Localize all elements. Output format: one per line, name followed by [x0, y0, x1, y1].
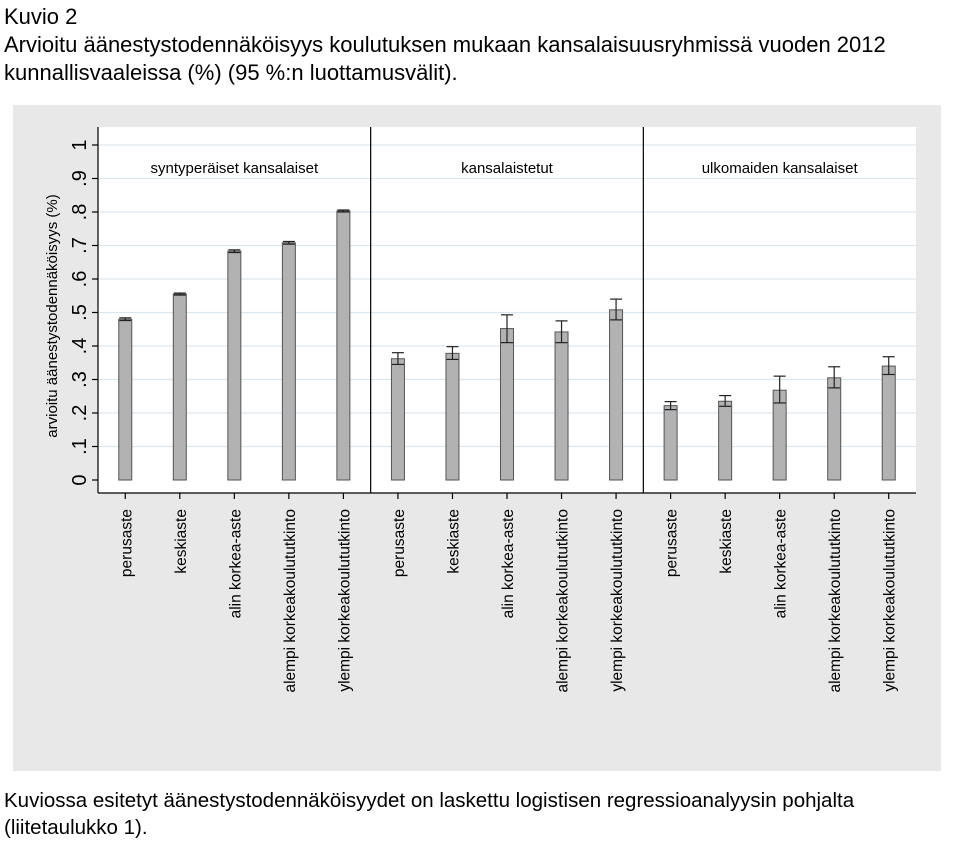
bar — [281, 242, 296, 481]
y-tick-label: .4 — [69, 338, 91, 355]
figure-label: Kuvio 2 — [4, 4, 78, 29]
bar — [772, 389, 787, 481]
y-tick-label: 1 — [69, 139, 91, 150]
y-tick-label: .3 — [69, 371, 91, 388]
bar — [118, 318, 133, 481]
x-tick-label: perusaste — [391, 509, 408, 577]
x-tick-label: perusaste — [118, 509, 135, 577]
y-tick-label: .8 — [69, 204, 91, 221]
y-tick-label: .1 — [69, 438, 91, 455]
y-axis-label: arvioitu äänestystodennäköisyys (%) — [44, 194, 61, 437]
bar — [445, 352, 460, 481]
x-tick-label: keskiaste — [718, 509, 735, 574]
x-tick-label: alin korkea-aste — [500, 509, 517, 618]
x-tick-label: alin korkea-aste — [773, 509, 790, 618]
x-tick-label: alempi korkeakoulututkinto — [555, 509, 572, 693]
panel-title: kansalaistetut — [461, 160, 554, 177]
bar — [227, 250, 242, 481]
bar — [336, 210, 351, 481]
bar — [609, 309, 624, 481]
y-tick-label: .9 — [69, 170, 91, 187]
panel-title: syntyperäiset kansalaiset — [151, 160, 319, 177]
panel-title: ulkomaiden kansalaiset — [702, 160, 859, 177]
x-tick-label: keskiaste — [173, 509, 190, 574]
bar — [881, 365, 896, 481]
y-tick-label: 0 — [69, 474, 91, 485]
x-tick-label: alempi korkeakoulututkinto — [282, 509, 299, 693]
x-tick-label: alin korkea-aste — [227, 509, 244, 618]
x-tick-label: ylempi korkeakoulututkinto — [609, 509, 626, 692]
bar — [663, 405, 678, 481]
x-tick-label: keskiaste — [445, 509, 462, 574]
bar — [827, 377, 842, 481]
bar — [172, 293, 187, 481]
bar — [554, 331, 569, 481]
bar — [390, 358, 405, 481]
x-tick-label: alempi korkeakoulututkinto — [827, 509, 844, 693]
chart-container: 0 .1 .2 .3 .4 .5 .6 .7 .8 .9 1 arvioitu äänestystod… — [13, 105, 941, 771]
bar — [500, 328, 514, 481]
x-tick-label: ylempi korkeakoulututkinto — [882, 509, 899, 692]
y-tick-label: .2 — [69, 405, 91, 422]
y-tick-label: .7 — [69, 237, 91, 254]
bar — [718, 400, 733, 481]
x-tick-label: perusaste — [664, 509, 681, 577]
x-tick-label: ylempi korkeakoulututkinto — [336, 509, 353, 692]
y-tick-label: .6 — [69, 271, 91, 288]
figure-title: Arvioitu äänestystodennäköisyys koulutuk… — [4, 32, 886, 85]
bar-chart: 0 .1 .2 .3 .4 .5 .6 .7 .8 .9 1 arvioitu äänestystod… — [13, 105, 941, 771]
y-tick-label: .5 — [69, 304, 91, 321]
figure-note: Kuviossa esitetyt äänestystodennäköisyyd… — [4, 789, 855, 839]
